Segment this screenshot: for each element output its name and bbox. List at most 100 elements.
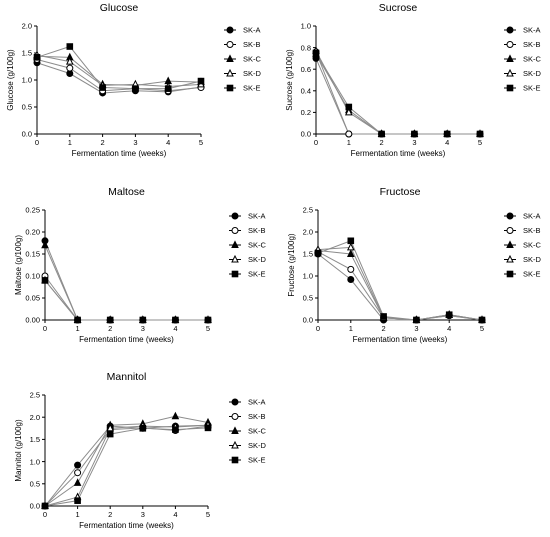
maltose-legend-marker-sk-c — [231, 240, 239, 248]
sucrose-legend-label-sk-d: SK-D — [523, 69, 542, 78]
fructose-point-sk-b — [347, 265, 355, 273]
glucose-x-tick-label: 1 — [68, 138, 72, 147]
sucrose-series-line-sk-e — [315, 52, 480, 135]
maltose-legend-label-sk-a: SK-A — [248, 212, 266, 221]
mannitol-legend-label-sk-b: SK-B — [248, 412, 266, 421]
maltose-x-tick-label: 1 — [76, 324, 80, 333]
mannitol-point-sk-c — [73, 478, 82, 486]
glucose-series-line-sk-a — [36, 62, 202, 94]
glucose-legend-label-sk-a: SK-A — [243, 26, 261, 35]
glucose-legend-marker-sk-b — [226, 41, 234, 48]
mannitol-panel: Mannitol 0.0 0.5 1.0 1.5 2.0 2.5 0 1 2 3 4 5 Fermenta… — [14, 371, 267, 530]
sucrose-x-tick-label: 5 — [478, 138, 482, 147]
sucrose-point-sk-d — [344, 107, 353, 116]
maltose-series-line-sk-e — [44, 280, 208, 321]
fructose-legend-marker-sk-c — [506, 240, 514, 248]
glucose-legend-marker-sk-a — [226, 26, 234, 34]
fructose-point-sk-e — [347, 237, 355, 245]
maltose-legend-marker-sk-a — [231, 212, 239, 220]
glucose-y-tick-label: 1.0 — [22, 76, 32, 85]
mannitol-legend-marker-sk-d — [231, 440, 239, 449]
sucrose-y-tick-label: 0.8 — [301, 43, 311, 52]
fructose-legend-marker-sk-d — [506, 254, 514, 263]
sucrose-point-sk-e — [345, 103, 353, 111]
fructose-y-axis-label: Fructose (g/100g) — [287, 233, 296, 296]
sucrose-legend-label-sk-a: SK-A — [523, 26, 541, 35]
fructose-y-tick-label: 0.0 — [303, 316, 313, 325]
fructose-x-axis-label: Fermentation time (weeks) — [353, 335, 448, 344]
glucose-y-tick-label: 0.0 — [22, 130, 32, 139]
mannitol-x-tick-label: 0 — [43, 510, 47, 519]
fructose-legend-label-sk-a: SK-A — [523, 212, 541, 221]
fructose-legend-label-sk-b: SK-B — [523, 226, 541, 235]
glucose-point-sk-e — [164, 85, 172, 92]
fructose-legend-label-sk-e: SK-E — [523, 270, 541, 279]
sucrose-point-sk-e — [378, 130, 385, 138]
maltose-y-axis-label: Maltose (g/100g) — [14, 235, 23, 295]
fructose-title: Fructose — [380, 186, 421, 198]
glucose-legend-label-sk-d: SK-D — [243, 69, 262, 78]
sucrose-x-tick-label: 1 — [347, 138, 351, 147]
fructose-x-tick-label: 1 — [349, 324, 353, 333]
glucose-point-sk-e — [66, 43, 74, 50]
glucose-legend-marker-sk-d — [226, 68, 234, 77]
fructose-legend-marker-sk-b — [506, 227, 514, 234]
mannitol-point-sk-a — [74, 461, 82, 469]
glucose-series-line-sk-b — [36, 58, 202, 92]
maltose-title: Maltose — [108, 186, 145, 198]
fructose-x-tick-label: 0 — [316, 324, 320, 333]
mannitol-point-sk-b — [74, 469, 82, 477]
sucrose-y-tick-label: 1.0 — [301, 22, 311, 31]
glucose-y-tick-label: 2.0 — [22, 22, 32, 31]
sucrose-point-sk-e — [443, 130, 451, 138]
sucrose-point-sk-e — [312, 49, 320, 57]
mannitol-x-tick-label: 4 — [173, 510, 177, 519]
fructose-point-sk-e — [478, 316, 486, 324]
maltose-y-tick-label: 0.10 — [25, 272, 40, 281]
maltose-legend-marker-sk-d — [231, 254, 239, 263]
sucrose-y-tick-label: 0.6 — [301, 65, 311, 74]
sucrose-panel: Sucrose 0.0 0.2 0.4 0.6 0.8 1.0 0 1 2 3 4 5 Fermentat… — [285, 2, 542, 158]
glucose-legend-label-sk-c: SK-C — [243, 55, 262, 64]
mannitol-legend-label-sk-c: SK-C — [248, 427, 267, 436]
mannitol-series-line-sk-e — [44, 427, 209, 507]
mannitol-point-sk-e — [139, 425, 147, 432]
maltose-legend-label-sk-c: SK-C — [248, 241, 267, 250]
maltose-series-line-sk-a — [44, 240, 208, 321]
mannitol-point-sk-e — [204, 424, 212, 432]
sucrose-y-tick-label: 0.2 — [301, 108, 311, 117]
mannitol-legend-marker-sk-b — [231, 413, 239, 420]
maltose-x-tick-label: 0 — [43, 324, 47, 333]
maltose-x-axis-label: Fermentation time (weeks) — [79, 335, 174, 344]
glucose-point-sk-e — [33, 54, 41, 61]
sucrose-x-tick-label: 0 — [314, 138, 318, 147]
fructose-y-tick-label: 1.0 — [303, 272, 313, 281]
sucrose-legend-marker-sk-b — [506, 41, 514, 48]
glucose-point-sk-b — [66, 64, 74, 72]
mannitol-y-tick-label: 1.5 — [30, 435, 40, 444]
mannitol-legend-label-sk-d: SK-D — [248, 441, 267, 450]
sucrose-legend-marker-sk-e — [506, 84, 514, 92]
mannitol-point-sk-e — [106, 430, 114, 438]
maltose-x-tick-label: 4 — [173, 324, 177, 333]
mannitol-title: Mannitol — [107, 371, 147, 383]
sucrose-x-axis-label: Fermentation time (weeks) — [351, 149, 446, 158]
fructose-legend-marker-sk-e — [506, 270, 514, 278]
sucrose-x-tick-label: 3 — [412, 138, 416, 147]
glucose-legend-marker-sk-c — [226, 54, 234, 62]
glucose-point-sk-e — [99, 84, 106, 91]
sucrose-legend-marker-sk-c — [506, 54, 514, 62]
mannitol-y-axis-label: Mannitol (g/100g) — [14, 419, 23, 482]
mannitol-legend-marker-sk-c — [231, 426, 239, 434]
glucose-x-tick-label: 4 — [166, 138, 170, 147]
maltose-y-tick-label: 0.20 — [25, 228, 40, 237]
fructose-series-line-sk-e — [317, 240, 483, 321]
sucrose-title: Sucrose — [379, 2, 418, 14]
mannitol-point-sk-c — [171, 411, 180, 420]
mannitol-legend-marker-sk-e — [231, 456, 239, 464]
fructose-x-tick-label: 5 — [480, 324, 484, 333]
fructose-point-sk-e — [380, 313, 387, 320]
maltose-x-tick-label: 5 — [206, 324, 210, 333]
fructose-point-sk-e — [413, 316, 420, 324]
sucrose-legend-marker-sk-a — [506, 26, 514, 34]
